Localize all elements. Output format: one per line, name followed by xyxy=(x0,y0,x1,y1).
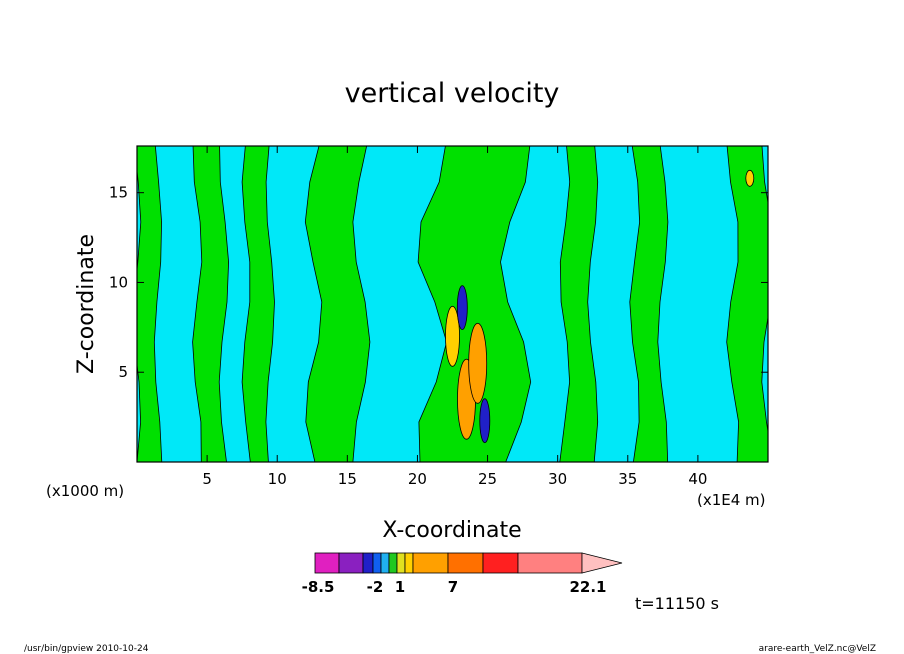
x-tick-label: 40 xyxy=(688,470,707,488)
contour-cell xyxy=(745,169,755,187)
colorbar-segment xyxy=(412,552,449,574)
contour-band xyxy=(137,146,163,462)
y-axis-ticks: 5 10 15 xyxy=(109,184,768,381)
x-tick-label: 5 xyxy=(202,470,212,488)
colorbar-label: -2 xyxy=(367,578,384,596)
x-axis-ticks: 5 10 15 20 25 30 35 40 xyxy=(202,146,707,488)
colorbar-max-arrow xyxy=(581,552,623,574)
colorbar-segment xyxy=(404,552,414,574)
plot-frame xyxy=(136,145,769,463)
colorbar-label: 7 xyxy=(448,578,458,596)
contour-band xyxy=(629,146,669,462)
y-tick-label: 15 xyxy=(109,184,128,202)
x-tick-label: 10 xyxy=(268,470,287,488)
colorbar-segment xyxy=(338,552,364,574)
contour-cell xyxy=(479,398,491,444)
colorbar-segment xyxy=(517,552,583,574)
colorbar-segment xyxy=(372,552,382,574)
colorbar-segment xyxy=(388,552,398,574)
plot-area xyxy=(137,146,768,462)
colorbar-segment xyxy=(482,552,519,574)
colorbar-label: 22.1 xyxy=(569,578,606,596)
colorbar-segment xyxy=(380,552,390,574)
x-tick-label: 25 xyxy=(478,470,497,488)
colorbar xyxy=(314,552,623,574)
x-tick-label: 20 xyxy=(408,470,427,488)
contour-bands xyxy=(137,146,768,462)
colorbar-labels: -8.5 -2 1 7 22.1 xyxy=(302,578,607,596)
contour-cell xyxy=(468,322,488,404)
contour-band xyxy=(559,146,599,462)
colorbar-segment xyxy=(314,552,340,574)
x-tick-label: 35 xyxy=(618,470,637,488)
contour-cells xyxy=(445,169,755,444)
x-tick-label: 15 xyxy=(338,470,357,488)
contour-band xyxy=(304,146,371,462)
x-tick-label: 30 xyxy=(548,470,567,488)
footer-right: arare-earth_VelZ.nc@VelZ xyxy=(759,644,876,654)
colorbar-label: -8.5 xyxy=(302,578,335,596)
contour-cell xyxy=(456,285,468,331)
contour-band xyxy=(417,146,532,462)
colorbar-label: 1 xyxy=(395,578,405,596)
time-label: t=11150 s xyxy=(635,594,719,613)
contour-band xyxy=(726,146,768,462)
contour-band xyxy=(241,146,275,462)
chart-title: vertical velocity xyxy=(345,78,560,109)
contour-cell xyxy=(445,305,460,367)
contour-band xyxy=(192,146,230,462)
y-tick-label: 10 xyxy=(109,273,128,291)
x-unit-right: (x1E4 m) xyxy=(697,491,766,509)
x-axis-label: X-coordinate xyxy=(382,518,521,543)
footer-left: /usr/bin/gpview 2010-10-24 xyxy=(24,644,149,654)
y-axis-label: Z-coordinate xyxy=(74,234,99,374)
colorbar-segment xyxy=(362,552,374,574)
colorbar-segment xyxy=(396,552,406,574)
colorbar-segment xyxy=(447,552,484,574)
y-tick-label: 5 xyxy=(118,363,128,381)
x-unit-left: (x1000 m) xyxy=(46,482,124,500)
